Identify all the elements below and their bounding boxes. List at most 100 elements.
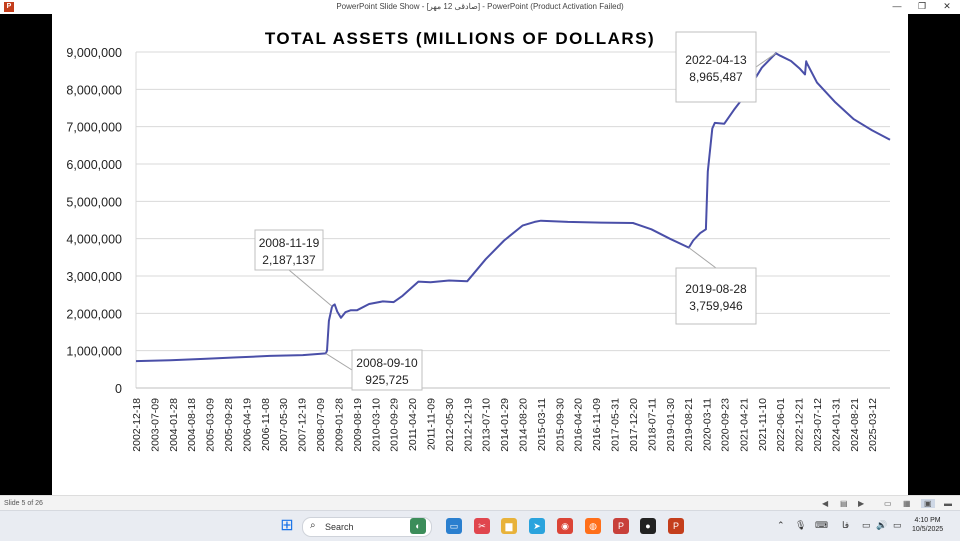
x-tick-label: 2017-05-31 <box>610 398 622 452</box>
x-tick-label: 2019-01-30 <box>665 398 677 452</box>
widgets-taskbar-icon[interactable]: ◐ <box>410 518 426 534</box>
x-tick-label: 2016-04-20 <box>573 398 585 452</box>
x-tick-label: 2014-01-29 <box>499 398 511 452</box>
x-tick-label: 2012-05-30 <box>444 398 456 452</box>
monitor-taskbar-icon[interactable]: ▭ <box>446 518 462 534</box>
x-tick-label: 2003-07-09 <box>149 398 161 452</box>
x-tick-label: 2021-04-21 <box>738 398 750 452</box>
total-assets-line <box>135 52 891 363</box>
chart-title: TOTAL ASSETS (MILLIONS OF DOLLARS) <box>265 29 655 48</box>
annotation-leader <box>325 353 353 371</box>
close-button[interactable]: ✕ <box>943 1 951 11</box>
y-tick-label: 5,000,000 <box>66 195 122 209</box>
x-tick-label: 2010-03-10 <box>370 398 382 452</box>
x-tick-label: 2022-12-21 <box>794 398 806 452</box>
x-tick-label: 2006-11-08 <box>260 398 272 451</box>
window-title-bar: P PowerPoint Slide Show - [صادقی 12 مهر]… <box>0 0 960 14</box>
x-tick-label: 2020-09-23 <box>719 398 731 452</box>
x-tick-label: 2005-09-28 <box>223 398 235 452</box>
gridlines <box>136 51 890 352</box>
next-slide-button[interactable]: ▶ <box>858 499 865 508</box>
tray-chevron-icon[interactable]: ⌃ <box>777 520 785 530</box>
previous-slide-button[interactable]: ◀ <box>822 499 829 508</box>
display-icon[interactable]: ▭ <box>862 520 871 530</box>
x-tick-label: 2017-12-20 <box>628 398 640 452</box>
annotation-value: 8,965,487 <box>689 70 743 84</box>
x-tick-label: 2007-05-30 <box>278 398 290 452</box>
microphone-icon[interactable]: 🎙 <box>795 520 807 530</box>
series-line <box>135 52 891 363</box>
telegram-taskbar-icon[interactable]: ➤ <box>529 518 545 534</box>
powerpoint-app-icon: P <box>4 2 14 12</box>
y-tick-label: 2,000,000 <box>66 307 122 321</box>
x-tick-label: 2012-12-19 <box>462 398 474 452</box>
x-tick-label: 2002-12-18 <box>131 398 143 452</box>
annotations: 2008-11-19 2,187,137 2008-09-10 925,725 2019… <box>254 31 777 391</box>
slideshow-status-bar: Slide 5 of 26 ◀ ▤ ▶ ▭ ▦ ▣ ▬ <box>0 495 960 511</box>
x-tick-label: 2022-06-01 <box>775 398 787 452</box>
x-tick-label: 2014-08-20 <box>518 398 530 452</box>
volume-icon[interactable]: 🔊 <box>876 520 888 530</box>
annotation-value: 3,759,946 <box>689 299 743 313</box>
y-tick-label: 9,000,000 <box>66 46 122 60</box>
window-title: PowerPoint Slide Show - [صادقی 12 مهر] -… <box>336 2 624 11</box>
x-tick-label: 2021-11-10 <box>757 398 769 451</box>
clock-time: 4:10 PM <box>914 517 941 524</box>
x-tick-label: 2020-03-11 <box>702 398 714 451</box>
start-button[interactable]: ⊞ <box>280 517 294 534</box>
x-tick-label: 2023-07-12 <box>812 398 824 452</box>
annotation-date: 2019-08-28 <box>685 282 747 296</box>
snip-taskbar-icon[interactable]: ✂ <box>474 518 490 534</box>
y-tick-label: 8,000,000 <box>66 83 122 97</box>
annotation-box <box>254 229 324 271</box>
battery-icon[interactable]: ▭ <box>893 520 902 530</box>
x-tick-label: 2019-08-21 <box>683 398 695 452</box>
slide-indicator: Slide 5 of 26 <box>4 500 43 507</box>
slide-menu-button[interactable]: ▤ <box>840 499 848 508</box>
p-app-taskbar-icon[interactable]: P <box>613 518 629 534</box>
taskbar-clock[interactable]: 4:10 PM 10/5/2025 <box>912 516 943 534</box>
y-axis: 0 1,000,000 2,000,000 3,000,000 4,000,000 5,0… <box>66 46 137 396</box>
taskbar-search[interactable]: ⌕ Search <box>302 517 432 537</box>
x-tick-label: 2024-01-31 <box>830 398 842 452</box>
record-taskbar-icon[interactable]: ● <box>640 518 656 534</box>
slide-sorter-button[interactable]: ▦ <box>903 499 911 508</box>
y-tick-label: 7,000,000 <box>66 121 122 135</box>
y-tick-label: 3,000,000 <box>66 270 122 284</box>
annotation-date: 2022-04-13 <box>685 53 747 67</box>
x-tick-label: 2011-11-09 <box>425 398 437 450</box>
x-tick-label: 2018-07-11 <box>646 398 658 451</box>
annotation-value: 2,187,137 <box>262 253 316 267</box>
file-explorer-taskbar-icon[interactable]: ▆ <box>501 518 517 534</box>
x-tick-label: 2007-12-19 <box>297 398 309 452</box>
annotation-box <box>675 31 757 103</box>
powerpoint-taskbar-icon[interactable]: P <box>668 518 684 534</box>
x-tick-label: 2005-03-09 <box>205 398 217 452</box>
restore-button[interactable]: ❐ <box>917 1 927 11</box>
x-tick-label: 2004-01-28 <box>168 398 180 452</box>
y-tick-label: 0 <box>115 382 122 396</box>
x-tick-label: 2025-03-12 <box>867 398 879 452</box>
firefox-taskbar-icon[interactable]: ◍ <box>585 518 601 534</box>
minimize-button[interactable]: — <box>892 1 902 11</box>
x-tick-label: 2015-03-11 <box>536 398 548 451</box>
normal-view-button[interactable]: ▭ <box>884 499 892 508</box>
annotation-leader <box>688 247 717 269</box>
slideshow-view-button[interactable]: ▬ <box>944 499 952 508</box>
reading-view-button[interactable]: ▣ <box>921 499 935 508</box>
x-tick-label: 2009-01-28 <box>333 398 345 452</box>
annotation-box <box>351 349 423 391</box>
x-tick-label: 2016-11-09 <box>591 398 603 451</box>
language-indicator[interactable]: فا <box>842 520 850 530</box>
x-tick-label: 2009-08-19 <box>352 398 364 452</box>
x-tick-label: 2008-07-09 <box>315 398 327 452</box>
search-icon: ⌕ <box>310 520 316 531</box>
annotation-leader <box>755 52 777 68</box>
annotation-leader <box>288 269 333 307</box>
x-tick-label: 2013-07-10 <box>481 398 493 452</box>
y-tick-label: 4,000,000 <box>66 233 122 247</box>
keyboard-icon[interactable]: ⌨ <box>815 520 828 530</box>
chrome-taskbar-icon[interactable]: ◉ <box>557 518 573 534</box>
clock-date: 10/5/2025 <box>912 526 944 533</box>
slide-canvas: TOTAL ASSETS (MILLIONS OF DOLLARS) 0 1,00… <box>52 14 908 495</box>
